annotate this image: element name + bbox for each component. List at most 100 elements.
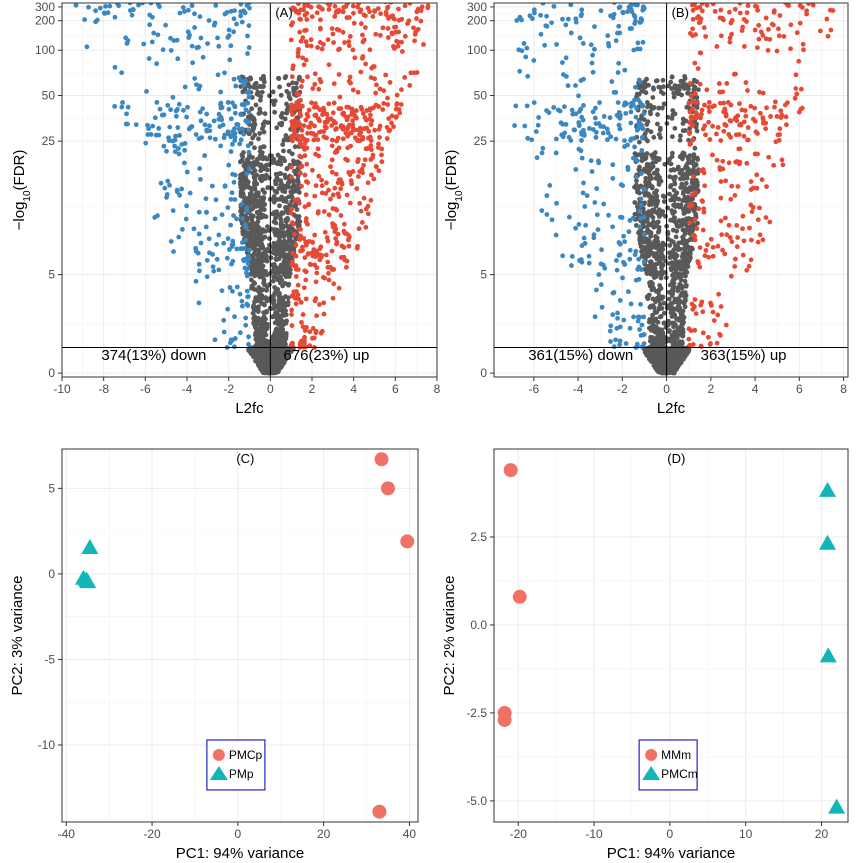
point-up: [300, 247, 306, 253]
point-down: [198, 176, 203, 182]
point-down: [211, 22, 217, 28]
point-ns: [272, 188, 278, 194]
point-up: [387, 127, 393, 133]
point-ns: [651, 285, 656, 291]
point-down: [553, 150, 559, 156]
point-up: [346, 43, 352, 49]
point-down: [551, 105, 557, 110]
point-down: [581, 235, 587, 241]
point-down: [197, 166, 203, 171]
point-ns: [275, 75, 281, 81]
point-down: [640, 39, 646, 45]
point-up: [314, 248, 320, 254]
x-tick-label: -10: [53, 382, 71, 396]
point-down: [212, 337, 218, 343]
point-up: [355, 174, 361, 179]
point-ns: [282, 358, 287, 364]
point-down: [167, 124, 173, 130]
point-down: [581, 76, 586, 82]
point-ns: [261, 280, 267, 286]
point-up: [368, 122, 374, 127]
point-up: [380, 107, 386, 112]
point-down: [225, 306, 231, 312]
point-up: [319, 253, 325, 258]
point-up: [383, 72, 389, 78]
point-down: [173, 113, 179, 119]
point-down: [637, 208, 642, 214]
point-ns: [256, 294, 262, 300]
point-ns: [274, 313, 280, 319]
point-up: [379, 159, 385, 165]
point-ns: [682, 205, 688, 211]
point-up: [377, 134, 382, 140]
point-ns: [278, 92, 284, 98]
point-up: [385, 102, 391, 107]
point-up: [363, 224, 369, 230]
point-up: [303, 57, 309, 63]
point-up: [292, 118, 298, 123]
point-ns: [263, 327, 269, 333]
point-up: [295, 53, 301, 59]
point-ns: [268, 255, 274, 261]
point-up: [317, 302, 322, 307]
point-ns: [255, 309, 261, 314]
point-down: [198, 240, 204, 246]
point-down: [216, 232, 222, 238]
point-down: [247, 247, 252, 253]
point-ns: [291, 158, 296, 164]
point-ns: [270, 293, 276, 299]
point-up: [386, 116, 392, 121]
point-down: [144, 89, 149, 94]
point-ns: [651, 305, 657, 311]
point-down: [573, 16, 579, 22]
point-down: [605, 130, 611, 136]
point-up: [310, 326, 316, 331]
point-down: [579, 7, 585, 13]
point-down: [594, 287, 599, 293]
point-up: [388, 3, 393, 5]
point-up: [336, 72, 342, 77]
point-down: [611, 89, 617, 95]
point-up: [289, 74, 295, 80]
point-up: [326, 187, 331, 193]
point-ns: [652, 190, 657, 196]
point-up: [313, 279, 319, 285]
point-ns: [281, 234, 287, 239]
point-up: [303, 27, 309, 33]
point-ns: [285, 245, 291, 251]
point-ns: [240, 229, 246, 235]
point-down: [167, 182, 172, 188]
point-up: [302, 172, 308, 178]
point-ns: [274, 257, 279, 263]
point-up: [344, 192, 350, 198]
point-ns: [261, 129, 267, 135]
point-down: [579, 155, 585, 161]
point-down: [244, 266, 250, 272]
point-down: [613, 38, 619, 44]
point-down: [246, 166, 252, 171]
point-down: [529, 137, 535, 143]
point-up: [298, 7, 304, 13]
point-up: [310, 86, 316, 91]
point-ns: [677, 355, 683, 361]
point-ns: [290, 226, 296, 232]
point-ns: [260, 274, 266, 280]
point-up: [344, 126, 350, 132]
point-down: [598, 282, 604, 287]
point-up: [328, 116, 334, 122]
point-down: [188, 125, 193, 130]
point-ns: [694, 79, 700, 85]
point-ns: [260, 212, 266, 218]
point-ns: [674, 228, 680, 234]
point-up: [393, 114, 399, 120]
point-ns: [257, 97, 263, 103]
point-down: [219, 212, 225, 218]
point-ns: [249, 106, 255, 112]
point-ns: [641, 117, 647, 123]
point-up: [315, 137, 321, 143]
point-down: [524, 103, 530, 109]
point-up: [304, 17, 310, 22]
point-up: [342, 40, 347, 45]
point-up: [317, 25, 323, 31]
point-up: [298, 233, 303, 239]
